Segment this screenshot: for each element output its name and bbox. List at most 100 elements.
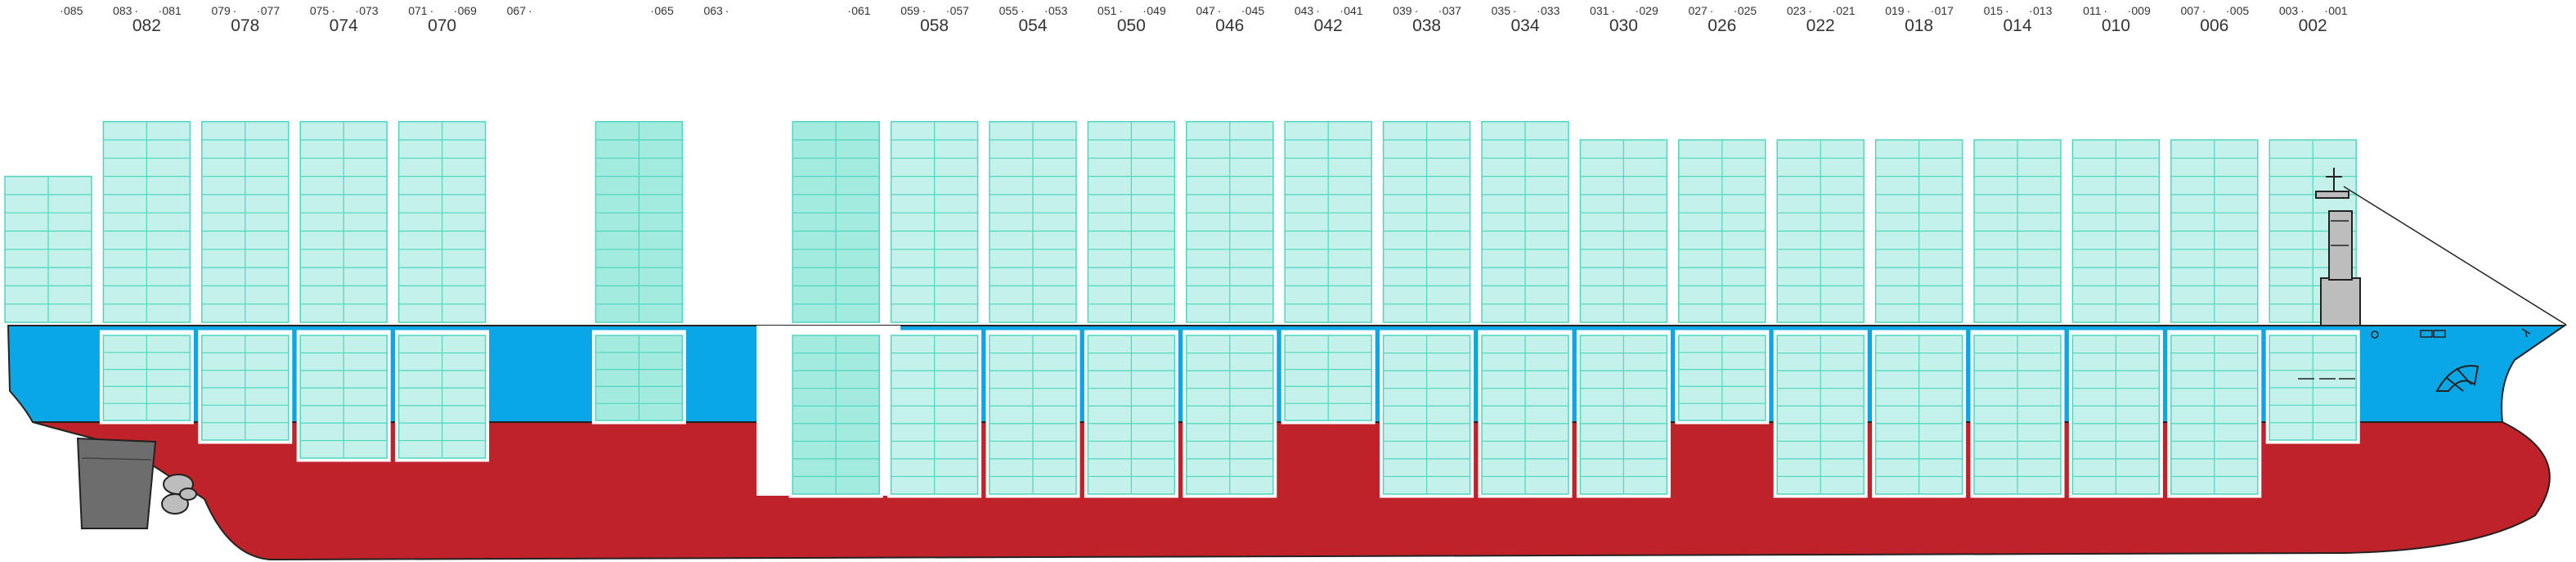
bay-label-odd: 039 bbox=[1393, 4, 1412, 17]
bay-label-separator: · bbox=[922, 4, 927, 17]
deck-stack bbox=[1382, 120, 1471, 323]
deck-stack bbox=[989, 120, 1077, 323]
hold-stack bbox=[989, 335, 1077, 495]
deck-stack bbox=[1284, 120, 1372, 323]
hold-stack bbox=[1776, 335, 1865, 495]
bay-label-odd: 041 bbox=[1344, 4, 1363, 17]
bay-label-odd: 013 bbox=[2033, 4, 2053, 17]
bay-label-separator: · bbox=[331, 4, 335, 17]
bay-label-odd: 029 bbox=[1639, 4, 1658, 17]
bay-label-even: 050 bbox=[1117, 16, 1146, 35]
bay-label-odd: 043 bbox=[1295, 4, 1314, 17]
hold-stack bbox=[1382, 335, 1471, 495]
bay-label-separator: · bbox=[725, 4, 729, 17]
hold-stack bbox=[2071, 335, 2161, 495]
hold-stack bbox=[1579, 335, 1668, 495]
bay-label-odd: 053 bbox=[1048, 4, 1068, 17]
bay-label-separator: · bbox=[1119, 4, 1123, 17]
bay-label-odd: 009 bbox=[2131, 4, 2151, 17]
bay-label-odd: 063 bbox=[703, 4, 723, 17]
bay-label-separator: · bbox=[650, 4, 654, 17]
bay-label-separator: · bbox=[946, 4, 950, 17]
bay-label-odd: 075 bbox=[310, 4, 330, 17]
bay-label-even: 014 bbox=[2003, 16, 2031, 35]
bay-label-even: 002 bbox=[2299, 16, 2327, 35]
bay-label-odd: 061 bbox=[851, 4, 871, 17]
bay-label-separator: · bbox=[1021, 4, 1025, 17]
bay-label-odd: 067 bbox=[507, 4, 527, 17]
hold-stack bbox=[397, 335, 487, 459]
bay-label-odd: 083 bbox=[113, 4, 132, 17]
bay-label-separator: · bbox=[134, 4, 138, 17]
bay-label-separator: · bbox=[1635, 4, 1639, 17]
bay-label-odd: 057 bbox=[950, 4, 970, 17]
bay-label-separator: · bbox=[1438, 4, 1443, 17]
bay-label-even: 070 bbox=[428, 16, 456, 35]
bay-label-even: 078 bbox=[231, 16, 259, 35]
bay-label-odd: 027 bbox=[1688, 4, 1708, 17]
deck-stack bbox=[102, 120, 191, 323]
bay-label-odd: 037 bbox=[1443, 4, 1462, 17]
deck-stack bbox=[1481, 120, 1569, 323]
bay-label-odd: 015 bbox=[1984, 4, 2004, 17]
bay-label-separator: · bbox=[1611, 4, 1615, 17]
hold-stack bbox=[102, 335, 191, 421]
company-logo-icon bbox=[2435, 365, 2480, 392]
bay-label-odd: 003 bbox=[2279, 4, 2299, 17]
bay-label-odd: 085 bbox=[64, 4, 83, 17]
bay-label-odd: 047 bbox=[1196, 4, 1215, 17]
rudder-stock bbox=[81, 457, 152, 461]
deck-stack bbox=[397, 120, 487, 323]
bay-label-separator: · bbox=[1513, 4, 1517, 17]
deck-stack bbox=[1678, 139, 1766, 323]
bay-label-odd: 081 bbox=[162, 4, 182, 17]
bay-label-even: 034 bbox=[1510, 16, 1539, 35]
deck-stack bbox=[4, 175, 92, 323]
bay-label-separator: · bbox=[2029, 4, 2033, 17]
bay-label-separator: · bbox=[847, 4, 851, 17]
bay-label-separator: · bbox=[1734, 4, 1738, 17]
bay-label-separator: · bbox=[2127, 4, 2131, 17]
container-stacks bbox=[4, 120, 2360, 498]
deck-stack bbox=[1874, 139, 1963, 323]
bay-label-separator: · bbox=[2202, 4, 2206, 17]
deck-stack bbox=[890, 120, 979, 323]
marking-anchor bbox=[2521, 328, 2531, 338]
deck-stack bbox=[2071, 139, 2161, 323]
deck-stack bbox=[201, 120, 289, 323]
hold-stack bbox=[595, 335, 684, 421]
bay-label-even: 010 bbox=[2102, 16, 2130, 35]
deck-stack bbox=[1776, 139, 1865, 323]
deck-stack bbox=[792, 120, 880, 323]
bay-label-even: 022 bbox=[1806, 16, 1835, 35]
deck-stack bbox=[1973, 139, 2062, 323]
hold-stack bbox=[1973, 335, 2062, 495]
bay-label-odd: 005 bbox=[2230, 4, 2250, 17]
hold-stack bbox=[1087, 335, 1176, 495]
bay-label-separator: · bbox=[1537, 4, 1541, 17]
bay-label-odd: 071 bbox=[408, 4, 428, 17]
bay-label-separator: · bbox=[1241, 4, 1245, 17]
bay-label-odd: 017 bbox=[1935, 4, 1954, 17]
bay-label-separator: · bbox=[1316, 4, 1320, 17]
marking-tank bbox=[2420, 330, 2433, 338]
bay-label-odd: 023 bbox=[1787, 4, 1806, 17]
bay-label-even: 046 bbox=[1215, 16, 1244, 35]
bay-label-odd: 021 bbox=[1836, 4, 1856, 17]
bow-markings bbox=[2298, 328, 2531, 380]
bay-label-odd: 073 bbox=[359, 4, 379, 17]
bay-label-odd: 011 bbox=[2083, 4, 2102, 17]
bay-label-odd: 069 bbox=[458, 4, 478, 17]
bay-label-odd: 051 bbox=[1097, 4, 1117, 17]
bay-label-odd: 049 bbox=[1147, 4, 1166, 17]
bay-label-odd: 059 bbox=[900, 4, 920, 17]
bay-label-odd: 025 bbox=[1738, 4, 1757, 17]
bay-label-odd: 079 bbox=[211, 4, 231, 17]
marking-tank bbox=[2433, 330, 2446, 338]
deck-stack bbox=[595, 120, 684, 323]
hold-stack bbox=[2269, 335, 2357, 441]
hold-stack bbox=[1874, 335, 1963, 495]
hold-stack bbox=[201, 335, 289, 441]
